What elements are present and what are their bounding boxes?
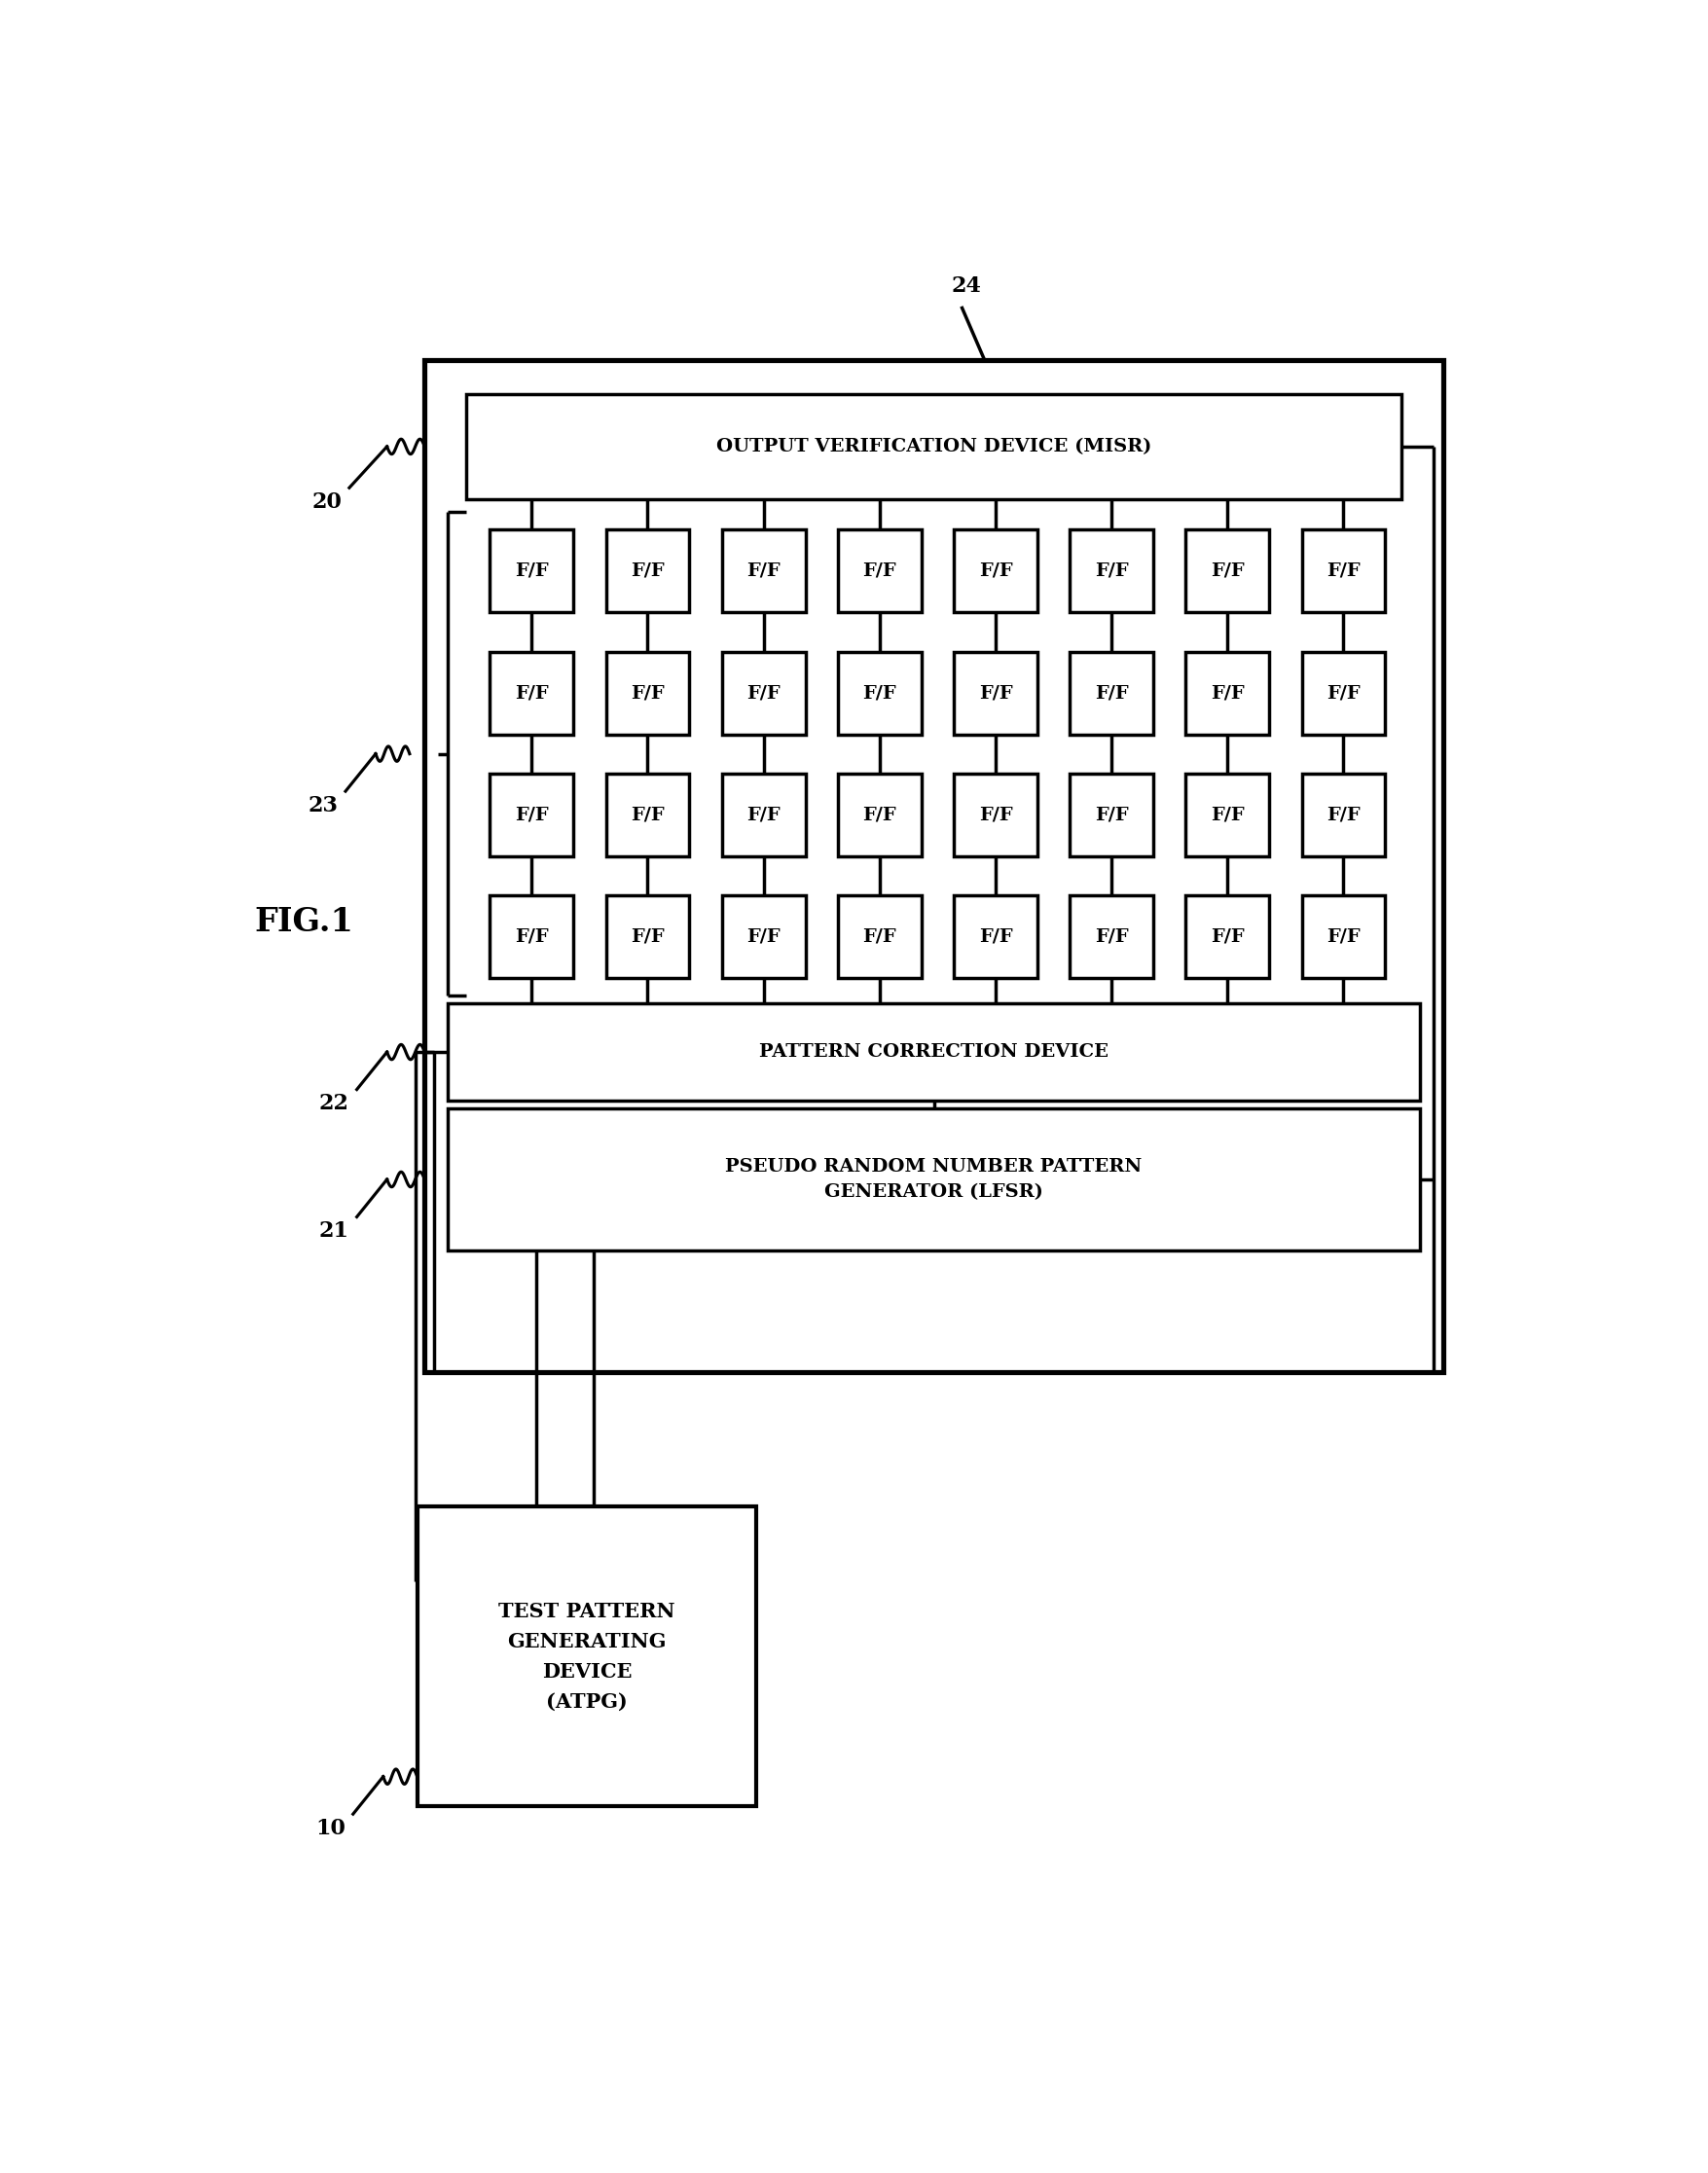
Text: F/F: F/F bbox=[514, 806, 548, 824]
FancyBboxPatch shape bbox=[1069, 530, 1153, 613]
Text: F/F: F/F bbox=[979, 806, 1013, 824]
FancyBboxPatch shape bbox=[417, 1506, 757, 1806]
Text: F/F: F/F bbox=[514, 928, 548, 945]
Text: F/F: F/F bbox=[630, 684, 664, 702]
FancyBboxPatch shape bbox=[1185, 530, 1269, 613]
FancyBboxPatch shape bbox=[466, 393, 1402, 500]
Text: 22: 22 bbox=[319, 1093, 348, 1115]
Text: F/F: F/F bbox=[1095, 563, 1129, 580]
FancyBboxPatch shape bbox=[953, 774, 1037, 856]
FancyBboxPatch shape bbox=[1301, 530, 1385, 613]
FancyBboxPatch shape bbox=[606, 774, 690, 856]
FancyBboxPatch shape bbox=[722, 895, 806, 978]
Text: F/F: F/F bbox=[979, 684, 1013, 702]
FancyBboxPatch shape bbox=[490, 530, 574, 613]
FancyBboxPatch shape bbox=[839, 895, 921, 978]
Text: F/F: F/F bbox=[630, 563, 664, 580]
Text: F/F: F/F bbox=[863, 928, 897, 945]
Text: F/F: F/F bbox=[1327, 806, 1360, 824]
Text: OUTPUT VERIFICATION DEVICE (MISR): OUTPUT VERIFICATION DEVICE (MISR) bbox=[716, 437, 1151, 456]
Text: F/F: F/F bbox=[1095, 928, 1129, 945]
FancyBboxPatch shape bbox=[1185, 895, 1269, 978]
FancyBboxPatch shape bbox=[722, 530, 806, 613]
Text: 20: 20 bbox=[311, 491, 342, 513]
Text: F/F: F/F bbox=[746, 928, 781, 945]
Text: FIG.1: FIG.1 bbox=[254, 906, 354, 939]
FancyBboxPatch shape bbox=[425, 361, 1443, 1371]
FancyBboxPatch shape bbox=[490, 774, 574, 856]
Text: F/F: F/F bbox=[746, 563, 781, 580]
FancyBboxPatch shape bbox=[1301, 774, 1385, 856]
FancyBboxPatch shape bbox=[1185, 774, 1269, 856]
Text: F/F: F/F bbox=[1211, 928, 1245, 945]
FancyBboxPatch shape bbox=[447, 1004, 1421, 1102]
Text: F/F: F/F bbox=[746, 684, 781, 702]
FancyBboxPatch shape bbox=[839, 652, 921, 734]
Text: F/F: F/F bbox=[514, 563, 548, 580]
Text: F/F: F/F bbox=[863, 684, 897, 702]
Text: 21: 21 bbox=[319, 1221, 348, 1243]
Text: F/F: F/F bbox=[863, 806, 897, 824]
Text: F/F: F/F bbox=[1211, 563, 1245, 580]
FancyBboxPatch shape bbox=[1301, 895, 1385, 978]
Text: F/F: F/F bbox=[979, 563, 1013, 580]
Text: TEST PATTERN
GENERATING
DEVICE
(ATPG): TEST PATTERN GENERATING DEVICE (ATPG) bbox=[499, 1602, 675, 1712]
Text: F/F: F/F bbox=[1327, 928, 1360, 945]
Text: F/F: F/F bbox=[746, 806, 781, 824]
Text: F/F: F/F bbox=[514, 684, 548, 702]
FancyBboxPatch shape bbox=[447, 1108, 1421, 1252]
FancyBboxPatch shape bbox=[722, 774, 806, 856]
Text: F/F: F/F bbox=[1211, 806, 1245, 824]
Text: 24: 24 bbox=[951, 276, 980, 298]
Text: F/F: F/F bbox=[979, 928, 1013, 945]
FancyBboxPatch shape bbox=[490, 652, 574, 734]
FancyBboxPatch shape bbox=[839, 530, 921, 613]
Text: PATTERN CORRECTION DEVICE: PATTERN CORRECTION DEVICE bbox=[758, 1043, 1108, 1060]
FancyBboxPatch shape bbox=[953, 652, 1037, 734]
Text: 10: 10 bbox=[316, 1819, 345, 1838]
Text: F/F: F/F bbox=[1095, 684, 1129, 702]
FancyBboxPatch shape bbox=[953, 895, 1037, 978]
FancyBboxPatch shape bbox=[1069, 774, 1153, 856]
FancyBboxPatch shape bbox=[722, 652, 806, 734]
Text: F/F: F/F bbox=[1327, 563, 1360, 580]
FancyBboxPatch shape bbox=[1069, 652, 1153, 734]
FancyBboxPatch shape bbox=[839, 774, 921, 856]
FancyBboxPatch shape bbox=[606, 895, 690, 978]
Text: F/F: F/F bbox=[1211, 684, 1245, 702]
Text: F/F: F/F bbox=[1327, 684, 1360, 702]
Text: F/F: F/F bbox=[1095, 806, 1129, 824]
FancyBboxPatch shape bbox=[490, 895, 574, 978]
Text: 23: 23 bbox=[307, 795, 338, 817]
FancyBboxPatch shape bbox=[606, 530, 690, 613]
Text: F/F: F/F bbox=[863, 563, 897, 580]
FancyBboxPatch shape bbox=[953, 530, 1037, 613]
FancyBboxPatch shape bbox=[1301, 652, 1385, 734]
FancyBboxPatch shape bbox=[1069, 895, 1153, 978]
Text: PSEUDO RANDOM NUMBER PATTERN
GENERATOR (LFSR): PSEUDO RANDOM NUMBER PATTERN GENERATOR (… bbox=[726, 1158, 1143, 1202]
FancyBboxPatch shape bbox=[606, 652, 690, 734]
FancyBboxPatch shape bbox=[1185, 652, 1269, 734]
Text: F/F: F/F bbox=[630, 928, 664, 945]
Text: F/F: F/F bbox=[630, 806, 664, 824]
